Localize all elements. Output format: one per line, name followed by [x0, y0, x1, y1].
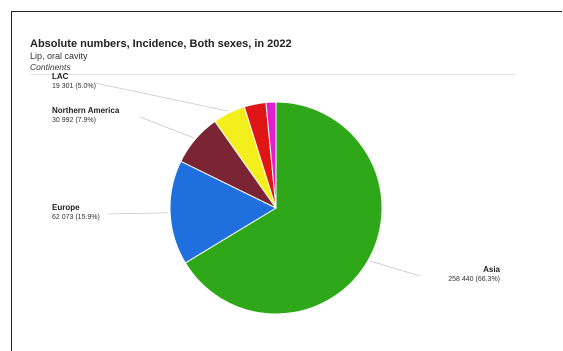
slice-label-value: 62 073 (15.9%)	[52, 214, 100, 221]
slice-label-name: LAC	[52, 72, 69, 81]
pie-slice-unlabeled-5[interactable]	[265, 101, 277, 209]
slice-label-name: Asia	[483, 265, 500, 274]
chart-frame	[11, 11, 562, 351]
pie-slice-europe[interactable]	[169, 160, 278, 264]
chart-subtitle: Lip, oral cavity	[30, 51, 88, 61]
slice-label-value: 258 440 (66.3%)	[448, 276, 500, 283]
chart-title: Absolute numbers, Incidence, Both sexes,…	[30, 38, 292, 50]
leader-line	[369, 260, 421, 277]
leader-line	[139, 116, 194, 139]
slice-label-value: 19 301 (5.0%)	[52, 83, 96, 90]
pie-slice-asia[interactable]	[184, 101, 383, 315]
chart-header: Absolute numbers, Incidence, Both sexes,…	[30, 38, 292, 73]
header-divider	[30, 74, 515, 75]
leader-line	[107, 212, 169, 215]
slice-label-name: Northern America	[52, 106, 120, 115]
leader-line	[94, 82, 229, 112]
slice-label-value: 30 992 (7.9%)	[52, 117, 96, 124]
chart-grouping: Continents	[30, 62, 71, 72]
slice-label-name: Europe	[52, 203, 80, 212]
pie-chart: Asia 258 440 (66.3%) Europe 62 073 (15.9%) N…	[52, 72, 501, 315]
